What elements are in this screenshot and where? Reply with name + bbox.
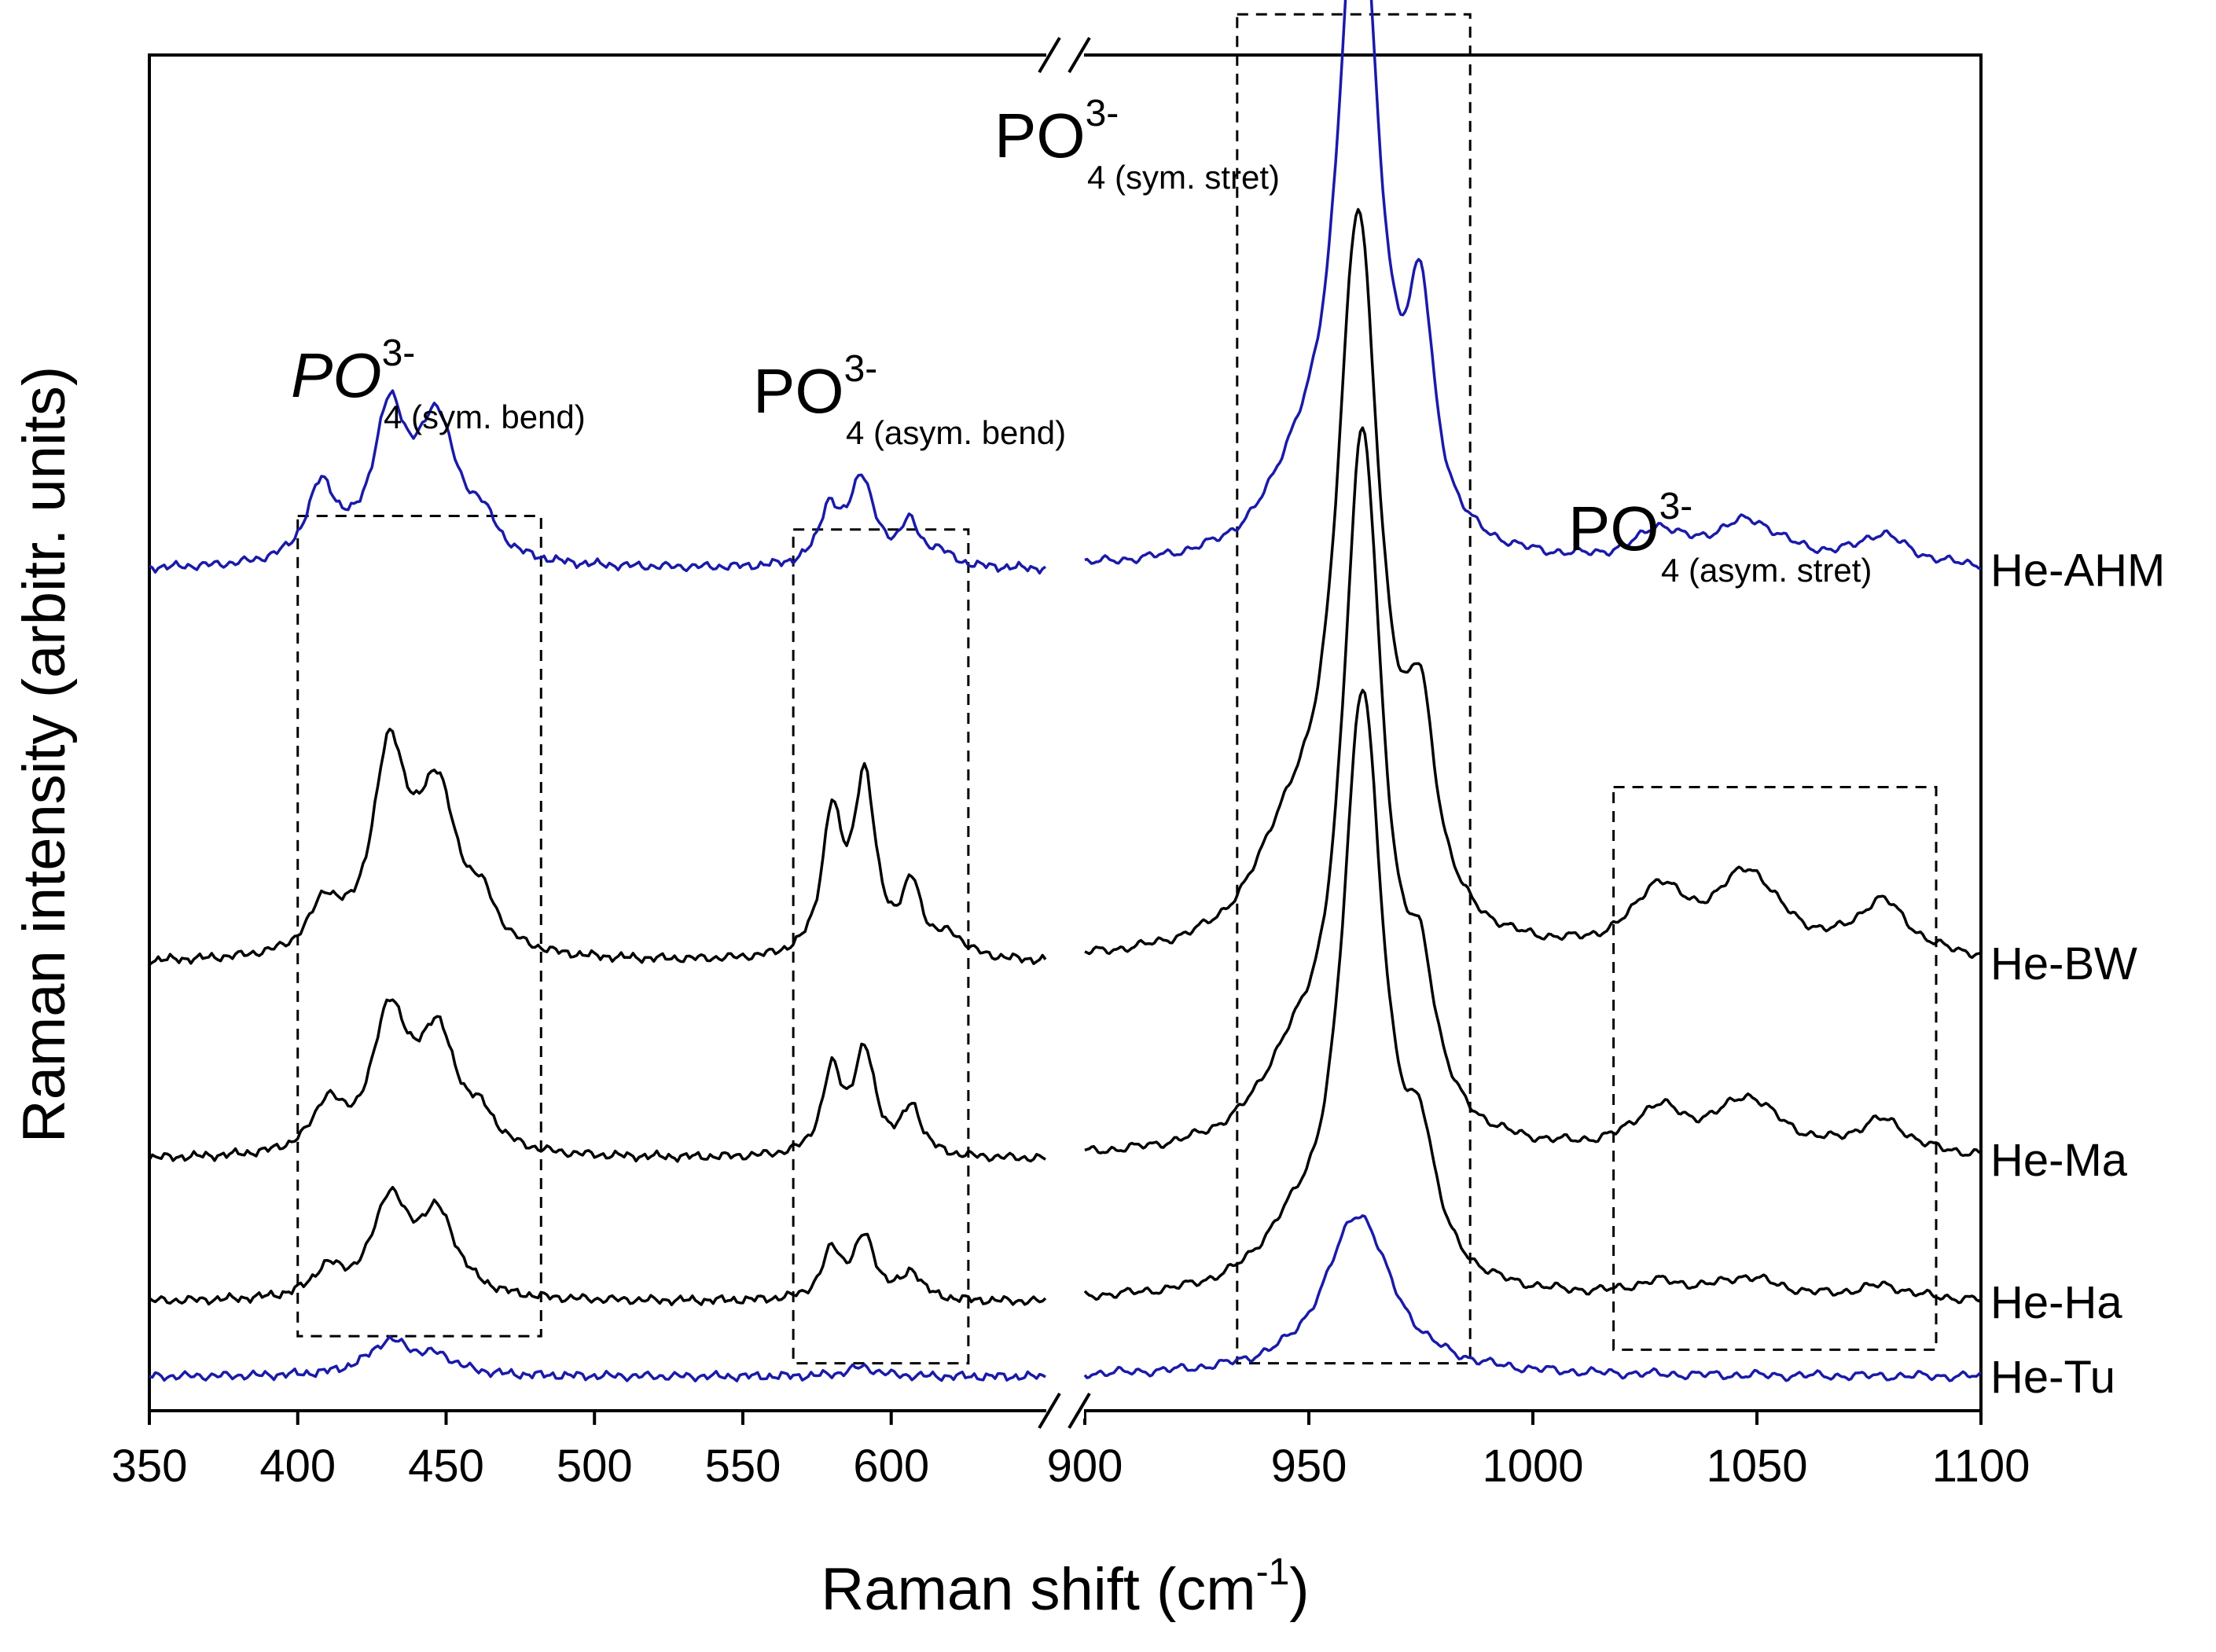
peak-annotation-1: PO3- 4 (sym. bend): [291, 332, 586, 435]
dashed-box-1: [296, 515, 542, 1338]
x-tick-label: 400: [259, 1441, 336, 1492]
series-label-he-ma: He-Ma: [1990, 1135, 2128, 1186]
dashed-box-3: [1236, 13, 1472, 1365]
dashed-boxes: [296, 13, 1938, 1365]
series-label-he-bw: He-BW: [1990, 938, 2137, 989]
series-label-he-ha: He-Ha: [1990, 1277, 2122, 1328]
x-tick-label: 450: [408, 1441, 484, 1492]
annotation-sub: 4 (asym. bend): [846, 414, 1066, 451]
dashed-box-4: [1612, 786, 1938, 1351]
annotation-sub: 4 (sym. bend): [384, 398, 586, 435]
break-gap-top: [1046, 47, 1084, 63]
annotation-main: PO: [753, 356, 844, 426]
break-slash-top: [1038, 36, 1061, 74]
annotation-sub: 4 (asym. stret): [1661, 552, 1872, 589]
x-axis-title-end: ): [1289, 1556, 1309, 1623]
break-slash-top: [1068, 36, 1091, 74]
x-tick-label: 350: [112, 1441, 188, 1492]
annotation-main: PO: [1568, 494, 1659, 564]
axis-break: [1038, 36, 1091, 1430]
annotation-sup: 3-: [1659, 486, 1693, 527]
annotation-sup: 3-: [1086, 93, 1119, 134]
peak-annotations: PO3-4 (sym. bend) PO3-4 (asym. bend)PO3-4…: [291, 93, 1872, 589]
x-tick-label: 1000: [1482, 1441, 1583, 1492]
x-axis-title-sup: -1: [1256, 1551, 1290, 1593]
series-labels: He-AHM He-BW He-Ma He-Ha He-Tu: [1990, 545, 2165, 1403]
peak-annotation-3: PO3- 4 (sym. stret): [994, 93, 1280, 196]
break-slash-bottom: [1038, 1392, 1061, 1430]
series-line-he-bw: [1084, 207, 1982, 960]
series-line-he-tu: [149, 1334, 1046, 1382]
dashed-box-2: [792, 528, 970, 1365]
plot-frame: [148, 53, 1983, 1412]
series-line-he-ma: [1084, 426, 1982, 1158]
annotation-sup: 3-: [382, 332, 416, 374]
annotation-sub: 4 (sym. stret): [1087, 159, 1280, 196]
annotation-main: PO: [291, 340, 382, 410]
x-tick-label: 500: [557, 1441, 633, 1492]
x-tick-label: 550: [705, 1441, 781, 1492]
y-axis-title: Raman intensity (arbitr. units): [11, 366, 78, 1143]
series-line-he-ma: [148, 998, 1046, 1163]
x-tick-label: 1100: [1932, 1441, 2030, 1492]
x-axis-title: Raman shift (cm-1): [821, 1551, 1309, 1623]
peak-annotation-4: PO3- 4 (asym. stret): [1568, 486, 1872, 589]
annotation-sup: 3-: [844, 348, 878, 390]
x-ticks: 350 400 450 500 550 600 900 950 1000 1050 1100: [112, 1411, 2030, 1492]
series-label-he-ahm: He-AHM: [1990, 545, 2165, 597]
annotation-main: PO: [994, 101, 1086, 171]
series-label-he-tu: He-Tu: [1990, 1352, 2115, 1403]
x-tick-label: 600: [853, 1441, 929, 1492]
x-tick-label: 900: [1047, 1441, 1123, 1492]
x-tick-label: 1050: [1706, 1441, 1807, 1492]
series-line-he-tu: [1083, 1214, 1983, 1382]
break-slash-bottom: [1068, 1392, 1091, 1430]
x-axis-title-text: Raman shift (cm: [821, 1556, 1255, 1623]
break-gap-bottom: [1046, 1403, 1084, 1419]
peak-annotation-2: PO3- 4 (asym. bend): [753, 348, 1066, 451]
series-line-he-ahm: [149, 389, 1046, 575]
series-line-he-ha: [1083, 688, 1983, 1305]
series-line-he-ha: [148, 1185, 1047, 1307]
series-line-he-ahm: [1084, 0, 1982, 571]
x-tick-label: 950: [1271, 1441, 1347, 1492]
series-line-he-bw: [148, 727, 1047, 966]
series-lines: [148, 0, 1983, 1382]
